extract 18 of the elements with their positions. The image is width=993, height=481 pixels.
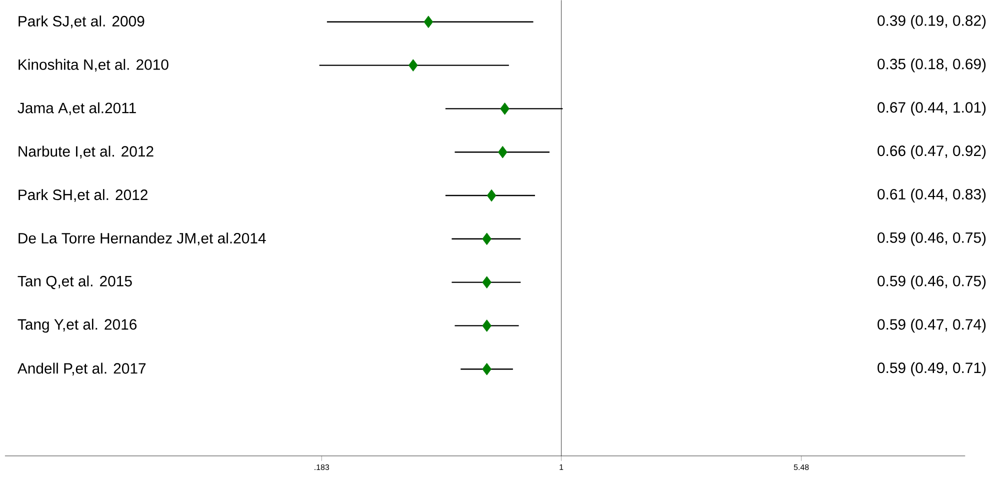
annotation: 0.67 (0.44, 1.01) (878, 102, 986, 116)
y-tick-label: De La Torre Hernandez JM,et al.2014 (18, 232, 266, 246)
annotation: 0.35 (0.18, 0.69) (878, 58, 986, 72)
annotation: 0.59 (0.49, 0.71) (878, 362, 986, 376)
annotation: 0.59 (0.47, 0.74) (878, 318, 986, 333)
y-tick-label: Park SH,et al. 2012 (18, 189, 148, 202)
annotation: 0.39 (0.19, 0.82) (878, 15, 986, 29)
annotation: 0.59 (0.46, 0.75) (878, 232, 986, 246)
y-tick-label: Narbute I,et al. 2012 (18, 146, 154, 159)
y-tick-label: Park SJ,et al. 2009 (18, 16, 144, 28)
annotation: 0.61 (0.44, 0.83) (878, 188, 986, 203)
y-tick-label: Jama A,et al.2011 (18, 102, 136, 116)
y-tick-label: Kinoshita N,et al. 2010 (18, 59, 168, 72)
y-tick-label: Andell P,et al. 2017 (17, 362, 146, 376)
annotation: 0.59 (0.46, 0.75) (878, 275, 986, 290)
annotation: 0.66 (0.47, 0.92) (878, 145, 986, 160)
y-tick-label: Tang Y,et al. 2016 (18, 318, 137, 333)
y-tick-label: Tan Q,et al. 2015 (18, 276, 132, 290)
